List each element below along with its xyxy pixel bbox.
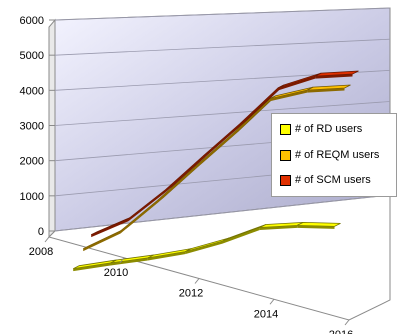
- y-tick-label: 5000: [20, 50, 44, 62]
- y-tick-label: 1000: [20, 191, 44, 203]
- series-ribbon-edge: [240, 88, 278, 126]
- x-tick-mark: [269, 298, 275, 305]
- x-tick-label: 2008: [29, 246, 53, 258]
- series-ribbon-edge: [165, 155, 204, 192]
- legend-swatch: [280, 149, 291, 161]
- x-tick-mark: [194, 278, 200, 284]
- legend: # of RD users # of REQM users # of SCM u…: [271, 113, 397, 197]
- x-tick-label: 2010: [104, 267, 128, 279]
- series-ribbon-edge: [232, 98, 270, 137]
- x-tick-mark: [44, 236, 50, 243]
- y-tick-label: 3000: [20, 121, 44, 133]
- series-ribbon-edge: [203, 123, 241, 159]
- series-ribbon-edge: [315, 74, 353, 79]
- series-ribbon-edge: [222, 227, 260, 244]
- series-ribbon-edge: [277, 76, 316, 91]
- x-tick-label: 2012: [179, 288, 203, 300]
- gridline: [54, 194, 391, 232]
- series-ribbon-edge: [110, 257, 148, 266]
- legend-swatch: [280, 174, 291, 186]
- series-1: [83, 84, 351, 252]
- x-tick-label: 2014: [254, 308, 278, 320]
- x-tick-mark: [119, 257, 125, 264]
- legend-item: # of REQM users: [280, 147, 379, 163]
- series-ribbon-edge: [195, 133, 233, 170]
- y-tick-label: 6000: [20, 15, 44, 27]
- legend-label: # of RD users: [295, 123, 363, 135]
- legend-label: # of REQM users: [295, 149, 380, 161]
- gridline: [54, 38, 391, 56]
- y-tick-label: 0: [38, 226, 44, 238]
- series-ribbon-edge: [297, 225, 335, 229]
- y-axis: 0 1000 2000 3000 4000 5000 6000: [20, 15, 55, 238]
- series-ribbon-edge: [73, 262, 111, 272]
- series-ribbon-edge: [91, 218, 129, 238]
- legend-item: # of SCM users: [280, 172, 371, 188]
- series-ribbon-edge: [307, 88, 345, 93]
- x-tick-mark: [344, 319, 350, 326]
- x-axis: 2008 2010 2012 2014 2016: [29, 236, 353, 334]
- legend-item: # of RD users: [280, 121, 362, 137]
- series-ribbon-edge: [269, 90, 308, 102]
- legend-label: # of SCM users: [295, 174, 371, 186]
- series-ribbon-segment: [314, 70, 359, 77]
- series-ribbon-edge: [120, 200, 158, 234]
- gridline: [54, 101, 391, 126]
- series-0: [73, 222, 341, 272]
- side-wall: [48, 18, 56, 239]
- series-ribbon-edge: [128, 189, 166, 222]
- series-ribbon-segment: [306, 84, 351, 91]
- series-ribbon-edge: [185, 241, 223, 255]
- gridline: [54, 7, 391, 21]
- x-tick-label: 2016: [329, 329, 353, 334]
- legend-swatch: [280, 123, 291, 135]
- series-2: [91, 70, 359, 238]
- series-ribbon-edge: [147, 251, 186, 261]
- series-ribbon-segment: [296, 222, 341, 227]
- y-tick-label: 4000: [20, 85, 44, 97]
- series-ribbon-edge: [259, 225, 298, 231]
- series-ribbon-edge: [157, 166, 196, 203]
- series-ribbon-edge: [83, 230, 121, 252]
- series-layer: [73, 70, 359, 272]
- y-tick-label: 2000: [20, 156, 44, 168]
